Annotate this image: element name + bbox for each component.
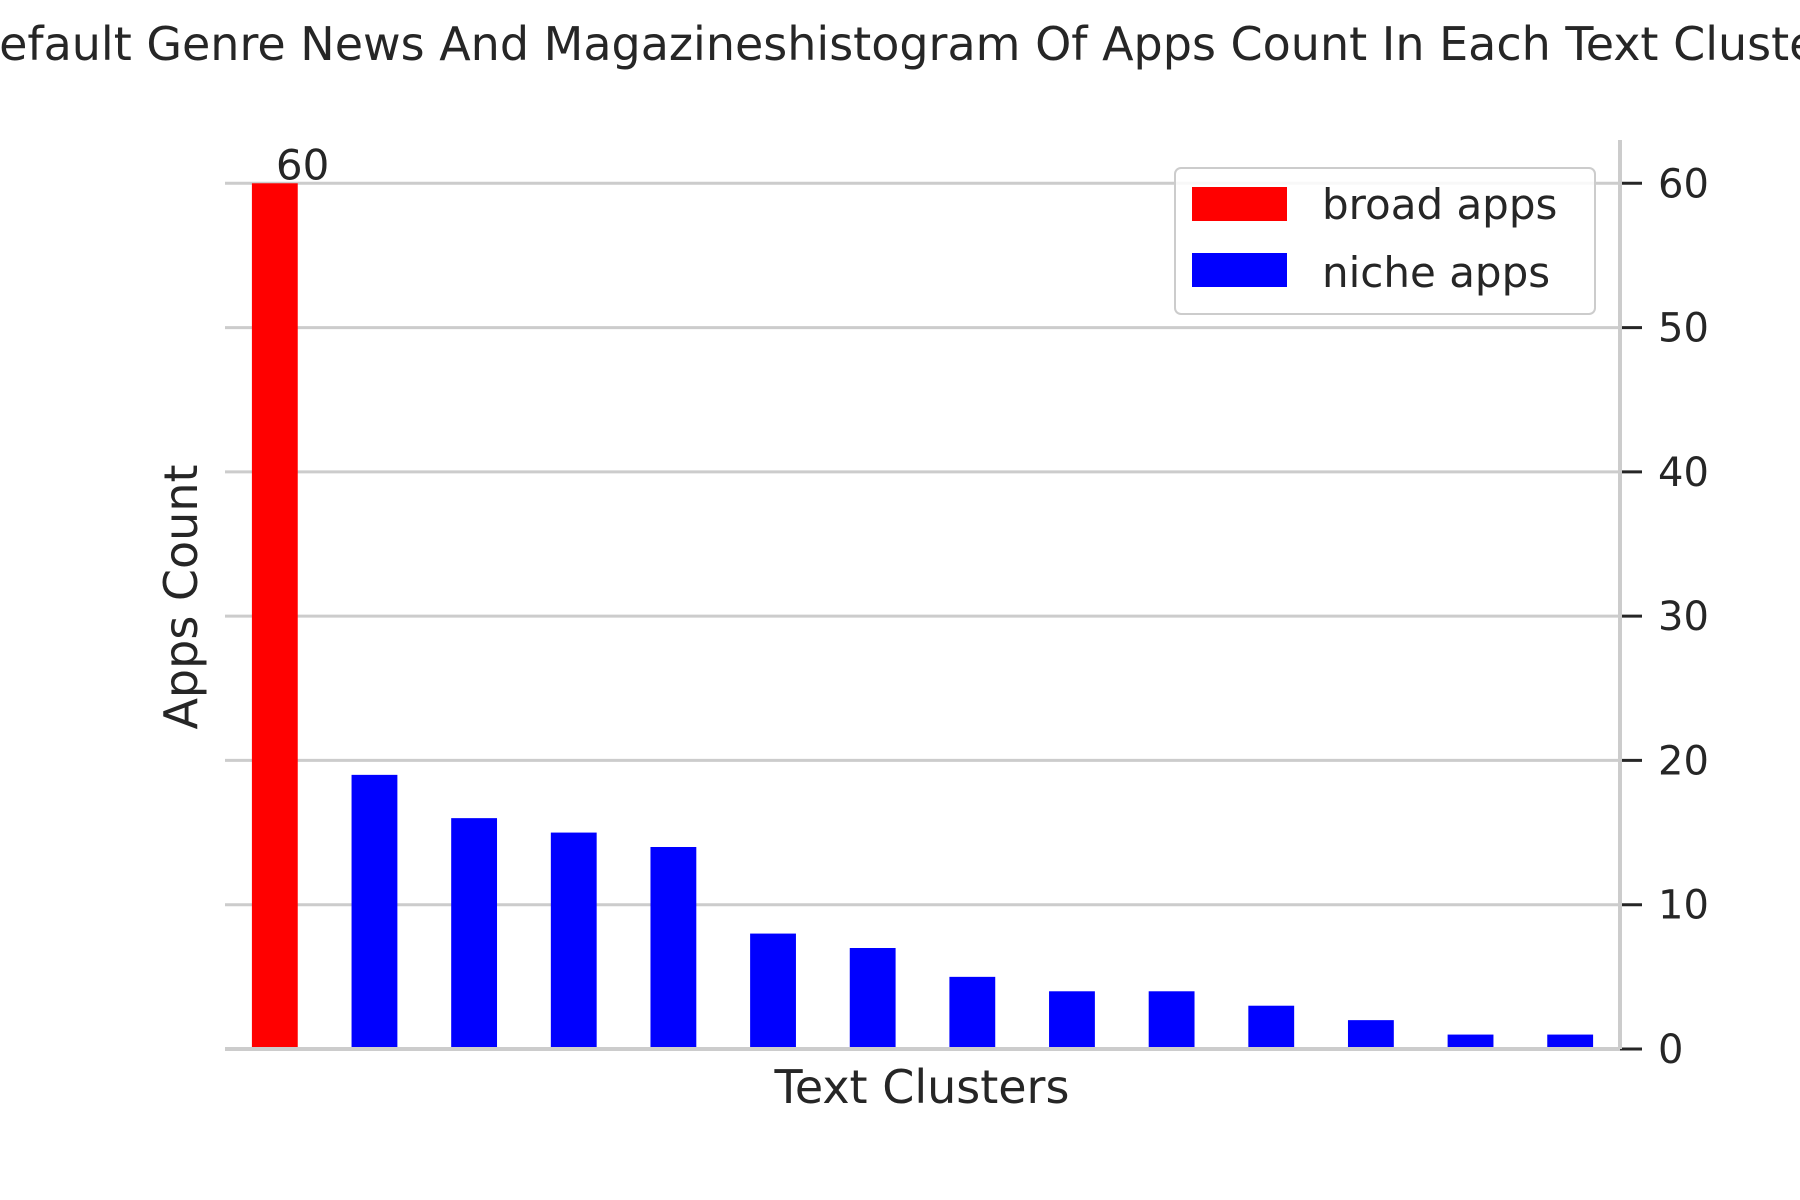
x-axis-title: Text Clusters <box>774 1060 1070 1114</box>
legend-swatch-broad-apps <box>1192 187 1287 221</box>
legend: broad apps niche apps <box>1174 167 1596 315</box>
bar-niche-apps-10 <box>1248 1005 1295 1049</box>
bar-niche-apps-8 <box>1049 991 1095 1049</box>
bar-niche-apps-7 <box>949 976 996 1049</box>
y-tick-label: 10 <box>1658 883 1709 929</box>
y-tick-label: 30 <box>1658 594 1709 640</box>
bar-niche-apps-5 <box>750 933 796 1049</box>
legend-label-niche-apps: niche apps <box>1322 248 1550 297</box>
bar-niche-apps-6 <box>849 948 896 1049</box>
bar-broad-apps-0 <box>251 183 298 1050</box>
bar-niche-apps-12 <box>1447 1034 1494 1049</box>
data-label: 60 <box>276 140 329 189</box>
bar-niche-apps-2 <box>451 818 498 1049</box>
bar-niche-apps-1 <box>351 774 398 1049</box>
y-tick-label: 50 <box>1658 306 1709 352</box>
bars <box>251 183 1594 1050</box>
bar-niche-apps-4 <box>650 847 697 1049</box>
bar-niche-apps-11 <box>1347 1020 1394 1049</box>
y-tick-label: 0 <box>1658 1027 1683 1073</box>
y-tick-label: 20 <box>1658 738 1709 784</box>
chart-title: Default Genre News And Magazineshistogra… <box>0 17 1800 71</box>
bar-niche-apps-9 <box>1148 991 1195 1049</box>
y-axis-title: Apps Count <box>154 464 208 729</box>
y-tick-label: 40 <box>1658 450 1709 496</box>
labels: 0 10 20 30 40 50 60 60 <box>276 140 1709 1073</box>
y-tick-label: 60 <box>1658 161 1709 207</box>
bar-niche-apps-13 <box>1547 1034 1594 1049</box>
legend-swatch-niche-apps <box>1192 253 1287 287</box>
bar-niche-apps-3 <box>550 832 597 1049</box>
axes <box>225 140 1642 1051</box>
legend-label-broad-apps: broad apps <box>1322 180 1557 229</box>
